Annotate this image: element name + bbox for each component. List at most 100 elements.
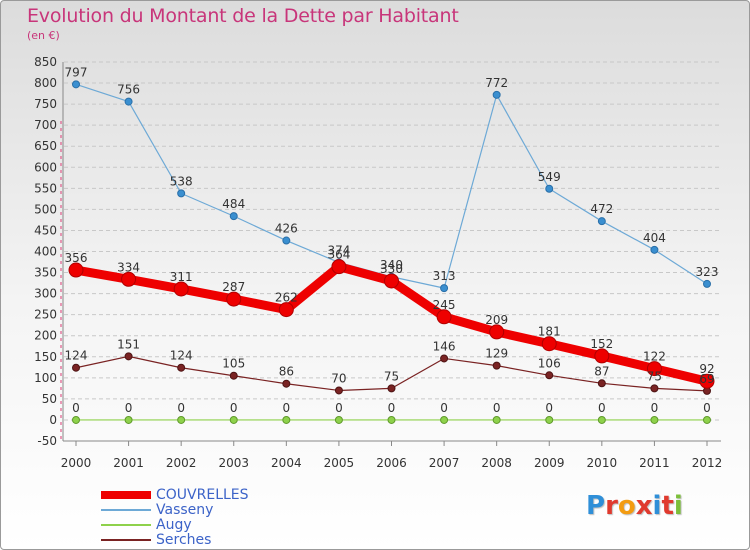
- data-label: 538: [170, 174, 193, 188]
- data-label: 330: [380, 262, 403, 276]
- x-tick-label: 2006: [376, 456, 407, 470]
- data-point: [699, 373, 715, 389]
- data-point: [650, 384, 659, 393]
- logo-letter: i: [673, 491, 683, 521]
- data-label: 404: [643, 231, 666, 245]
- x-tick-label: 2000: [61, 456, 92, 470]
- x-tick-label: 2004: [271, 456, 302, 470]
- data-point: [68, 262, 84, 278]
- data-label: 0: [598, 401, 606, 415]
- data-label: 287: [222, 280, 245, 294]
- data-point: [703, 279, 711, 288]
- data-point: [282, 236, 291, 245]
- data-point: [282, 415, 291, 424]
- data-label: 0: [72, 401, 80, 415]
- data-point: [177, 415, 186, 424]
- data-point: [646, 361, 662, 377]
- data-point: [545, 415, 554, 424]
- data-point: [492, 90, 501, 99]
- data-point: [177, 363, 186, 372]
- y-tick-label: 350: [34, 266, 57, 280]
- legend-swatch-augy: [101, 523, 151, 526]
- x-tick-label: 2008: [481, 456, 512, 470]
- data-point: [334, 415, 343, 424]
- logo-letter: P: [586, 491, 606, 521]
- data-label: 0: [703, 401, 711, 415]
- data-label: 311: [170, 270, 193, 284]
- y-tick-label: 850: [34, 55, 57, 69]
- legend-item-couvrelles: COUVRELLES: [101, 486, 249, 503]
- y-tick-label: 750: [34, 97, 57, 111]
- data-point: [124, 97, 133, 106]
- y-tick-label: 550: [34, 181, 57, 195]
- data-label: 0: [177, 401, 185, 415]
- y-tick-label: 50: [42, 392, 57, 406]
- y-tick-label: -50: [37, 434, 57, 448]
- y-tick-label: 0: [49, 413, 57, 427]
- data-point: [384, 273, 399, 289]
- data-point: [229, 212, 238, 221]
- data-point: [545, 184, 554, 193]
- data-point: [440, 415, 449, 424]
- data-label: 356: [65, 251, 88, 265]
- y-tick-label: 600: [34, 160, 57, 174]
- data-point: [594, 348, 610, 364]
- data-label: 323: [696, 265, 719, 279]
- logo-letter: t: [661, 491, 674, 521]
- y-tick-label: 100: [34, 371, 57, 385]
- data-point: [72, 363, 80, 372]
- logo-letter: x: [635, 491, 653, 521]
- data-label: 0: [125, 401, 133, 415]
- logo-letter: i: [652, 491, 662, 521]
- y-tick-label: 300: [34, 287, 57, 301]
- data-label: 472: [590, 202, 613, 216]
- data-label: 106: [538, 356, 561, 370]
- legend-item-augy: Augy: [101, 517, 249, 533]
- data-label: 0: [545, 401, 553, 415]
- data-label: 484: [222, 197, 245, 211]
- legend-item-serches: Serches: [101, 532, 249, 548]
- data-point: [597, 415, 606, 424]
- data-label: 245: [433, 298, 456, 312]
- logo-letter: o: [617, 491, 636, 521]
- x-tick-label: 2005: [324, 456, 355, 470]
- y-tick-label: 450: [34, 223, 57, 237]
- data-point: [177, 189, 186, 198]
- data-point: [703, 415, 711, 424]
- data-point: [489, 324, 505, 340]
- y-tick-label: 200: [34, 329, 57, 343]
- data-label: 364: [327, 248, 350, 262]
- data-point: [229, 371, 238, 380]
- data-point: [597, 379, 606, 388]
- data-point: [492, 361, 501, 370]
- data-label: 105: [222, 357, 245, 371]
- chart-subtitle: (en €): [27, 29, 60, 42]
- data-label: 0: [651, 401, 659, 415]
- data-point: [387, 415, 396, 424]
- data-label: 181: [538, 325, 561, 339]
- x-tick-label: 2012: [692, 456, 723, 470]
- data-point: [72, 80, 80, 89]
- y-tick-label: 650: [34, 139, 57, 153]
- legend-label-couvrelles: COUVRELLES: [156, 486, 249, 503]
- y-tick-label: 400: [34, 245, 57, 259]
- data-label: 92: [699, 362, 714, 376]
- y-tick-label: 800: [34, 76, 57, 90]
- data-label: 797: [65, 65, 88, 79]
- y-tick-label: 500: [34, 202, 57, 216]
- data-point: [229, 415, 238, 424]
- data-label: 374: [327, 243, 350, 257]
- data-point: [541, 336, 557, 352]
- data-point: [173, 281, 189, 297]
- data-label: 334: [117, 260, 140, 274]
- data-label: 75: [647, 369, 662, 383]
- x-tick-label: 2003: [218, 456, 249, 470]
- x-tick-label: 2010: [587, 456, 618, 470]
- data-label: 75: [384, 369, 399, 383]
- data-label: 0: [493, 401, 501, 415]
- data-point: [124, 352, 133, 361]
- legend-swatch-vasseny: [101, 508, 151, 511]
- x-tick-label: 2009: [534, 456, 565, 470]
- logo-letter: r: [605, 491, 618, 521]
- proxiti-logo: Proxiti: [586, 491, 683, 521]
